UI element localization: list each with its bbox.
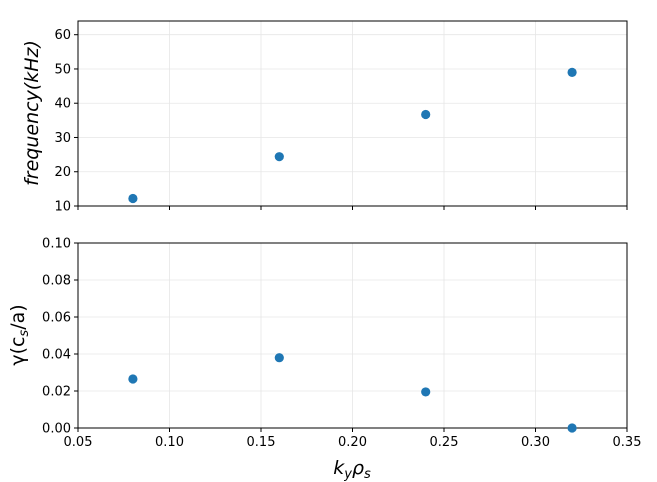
y-tick-label: 30 [54,131,71,146]
frequency-ylabel: frequency(kHz) [21,40,43,186]
data-point [567,67,577,77]
data-point [274,152,284,162]
growth-rate-panel: 0.05 0.10 0.15 0.20 0.25 0.30 0.35 0.00 0.02 0.04… [7,237,641,482]
y-tick-label: 0.10 [42,237,71,252]
y-tick-label: 40 [54,97,71,112]
y-tick-label: 20 [54,165,71,180]
growth-rate-ticks: 0.05 0.10 0.15 0.20 0.25 0.30 0.35 0.00 0.02 0.04… [42,237,641,451]
y-tick-label: 10 [54,200,71,215]
data-point [128,374,138,384]
x-tick-label: 0.05 [64,435,93,450]
gamma-label-sub: s [17,330,32,337]
y-tick-label: 0.02 [42,385,71,400]
x-tick-label: 0.35 [613,435,642,450]
x-tick-label: 0.15 [247,435,276,450]
growth-rate-points [128,353,577,433]
growth-rate-plot-frame [77,242,628,429]
data-point [421,387,431,397]
frequency-ticks: 10 20 30 40 50 60 [54,28,628,215]
growth-rate-ylabel: γ(cs/a) [7,304,32,365]
x-tick-label: 0.10 [155,435,184,450]
frequency-points [128,67,577,204]
xlabel-rho: ρ [352,457,364,479]
growth-rate-grid [77,242,628,429]
y-tick-label: 0.00 [42,422,71,437]
xlabel-y: y [343,467,352,482]
y-tick-label: 50 [54,62,71,77]
xlabel-s: s [364,467,371,482]
data-point [274,353,284,363]
gamma-label-main: γ(c [7,337,29,366]
x-tick-label: 0.20 [338,435,367,450]
y-tick-label: 60 [54,28,71,43]
frequency-plot-frame [77,20,628,207]
data-point [128,193,138,204]
gamma-label-tail: /a) [7,304,29,329]
data-point [421,109,431,120]
x-tick-label: 0.30 [521,435,550,450]
y-tick-label: 0.06 [42,311,71,326]
x-axis-label: kyρs [333,457,371,482]
data-point [567,423,577,433]
xlabel-k: k [333,457,345,479]
y-tick-label: 0.08 [42,274,71,289]
frequency-panel: 10 20 30 40 50 60 frequency(kHz) [21,20,628,215]
frequency-grid [77,21,628,207]
y-tick-label: 0.04 [42,348,71,363]
x-tick-label: 0.25 [430,435,459,450]
